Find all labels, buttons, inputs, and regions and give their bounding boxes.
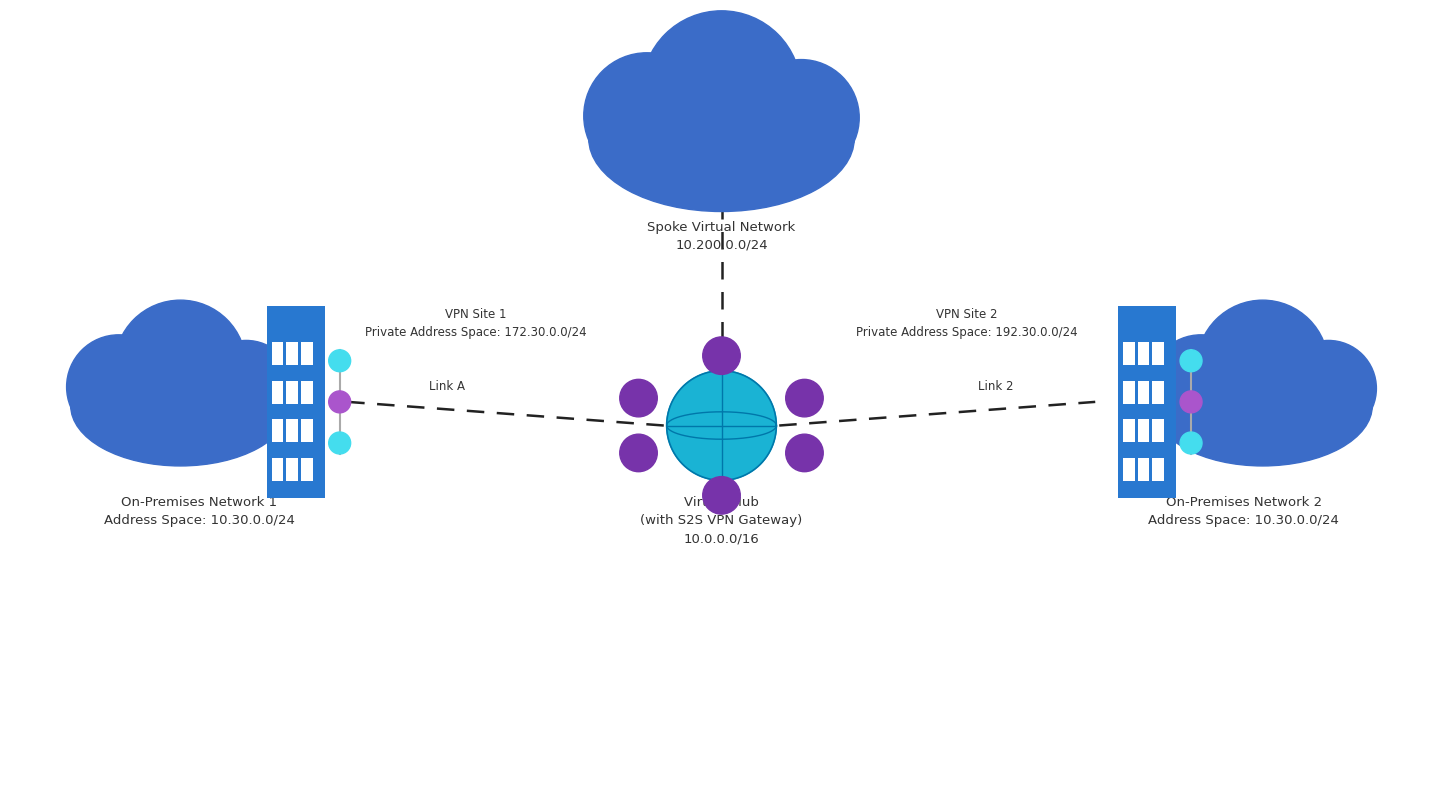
FancyBboxPatch shape bbox=[286, 381, 297, 403]
FancyBboxPatch shape bbox=[302, 419, 313, 442]
Ellipse shape bbox=[584, 53, 710, 179]
Ellipse shape bbox=[1149, 335, 1253, 439]
Text: Spoke Virtual Network
10.200.0.0/24: Spoke Virtual Network 10.200.0.0/24 bbox=[648, 221, 795, 251]
FancyBboxPatch shape bbox=[1153, 342, 1165, 366]
Ellipse shape bbox=[785, 379, 823, 417]
Ellipse shape bbox=[589, 65, 854, 211]
FancyBboxPatch shape bbox=[271, 419, 283, 442]
Text: VPN Site 1
Private Address Space: 172.30.0.0/24: VPN Site 1 Private Address Space: 172.30… bbox=[365, 307, 587, 339]
Ellipse shape bbox=[620, 379, 658, 417]
FancyBboxPatch shape bbox=[286, 342, 297, 366]
FancyBboxPatch shape bbox=[1137, 381, 1149, 403]
FancyBboxPatch shape bbox=[1123, 381, 1134, 403]
FancyBboxPatch shape bbox=[267, 306, 325, 498]
FancyBboxPatch shape bbox=[302, 458, 313, 481]
FancyBboxPatch shape bbox=[271, 342, 283, 366]
Text: Virtual Hub
(with S2S VPN Gateway)
10.0.0.0/16: Virtual Hub (with S2S VPN Gateway) 10.0.… bbox=[641, 496, 802, 545]
FancyBboxPatch shape bbox=[1123, 342, 1134, 366]
Ellipse shape bbox=[198, 340, 294, 437]
Ellipse shape bbox=[1280, 340, 1377, 437]
FancyBboxPatch shape bbox=[1123, 458, 1134, 481]
Ellipse shape bbox=[785, 434, 823, 472]
Ellipse shape bbox=[743, 60, 859, 176]
FancyBboxPatch shape bbox=[1153, 419, 1165, 442]
Ellipse shape bbox=[66, 335, 170, 439]
FancyBboxPatch shape bbox=[1137, 342, 1149, 366]
Ellipse shape bbox=[329, 350, 351, 372]
FancyBboxPatch shape bbox=[302, 342, 313, 366]
FancyBboxPatch shape bbox=[286, 419, 297, 442]
Text: On-Premises Network 1
Address Space: 10.30.0.0/24: On-Premises Network 1 Address Space: 10.… bbox=[104, 496, 294, 527]
FancyBboxPatch shape bbox=[271, 458, 283, 481]
Ellipse shape bbox=[1195, 353, 1277, 436]
Text: Link 2: Link 2 bbox=[978, 380, 1013, 392]
FancyBboxPatch shape bbox=[1153, 381, 1165, 403]
FancyBboxPatch shape bbox=[1153, 458, 1165, 481]
Ellipse shape bbox=[1255, 353, 1338, 436]
FancyBboxPatch shape bbox=[271, 381, 283, 403]
Ellipse shape bbox=[703, 337, 740, 374]
Ellipse shape bbox=[173, 353, 255, 436]
Ellipse shape bbox=[620, 434, 658, 472]
Ellipse shape bbox=[703, 477, 740, 514]
Ellipse shape bbox=[1180, 432, 1202, 454]
Ellipse shape bbox=[667, 370, 776, 481]
Ellipse shape bbox=[114, 300, 247, 432]
Ellipse shape bbox=[329, 432, 351, 454]
Ellipse shape bbox=[1196, 300, 1329, 432]
FancyBboxPatch shape bbox=[1137, 458, 1149, 481]
FancyBboxPatch shape bbox=[286, 458, 297, 481]
Ellipse shape bbox=[329, 391, 351, 413]
Text: On-Premises Network 2
Address Space: 10.30.0.0/24: On-Premises Network 2 Address Space: 10.… bbox=[1149, 496, 1339, 527]
Ellipse shape bbox=[1153, 345, 1372, 466]
Ellipse shape bbox=[638, 75, 737, 175]
Ellipse shape bbox=[1180, 350, 1202, 372]
Text: Link A: Link A bbox=[430, 380, 465, 392]
Ellipse shape bbox=[71, 345, 290, 466]
Ellipse shape bbox=[113, 353, 193, 436]
Ellipse shape bbox=[642, 11, 801, 170]
FancyBboxPatch shape bbox=[1137, 419, 1149, 442]
Ellipse shape bbox=[1180, 391, 1202, 413]
Text: VPN Site 2
Private Address Space: 192.30.0.0/24: VPN Site 2 Private Address Space: 192.30… bbox=[856, 307, 1078, 339]
FancyBboxPatch shape bbox=[1123, 419, 1134, 442]
FancyBboxPatch shape bbox=[302, 381, 313, 403]
Ellipse shape bbox=[713, 75, 812, 175]
FancyBboxPatch shape bbox=[1118, 306, 1176, 498]
